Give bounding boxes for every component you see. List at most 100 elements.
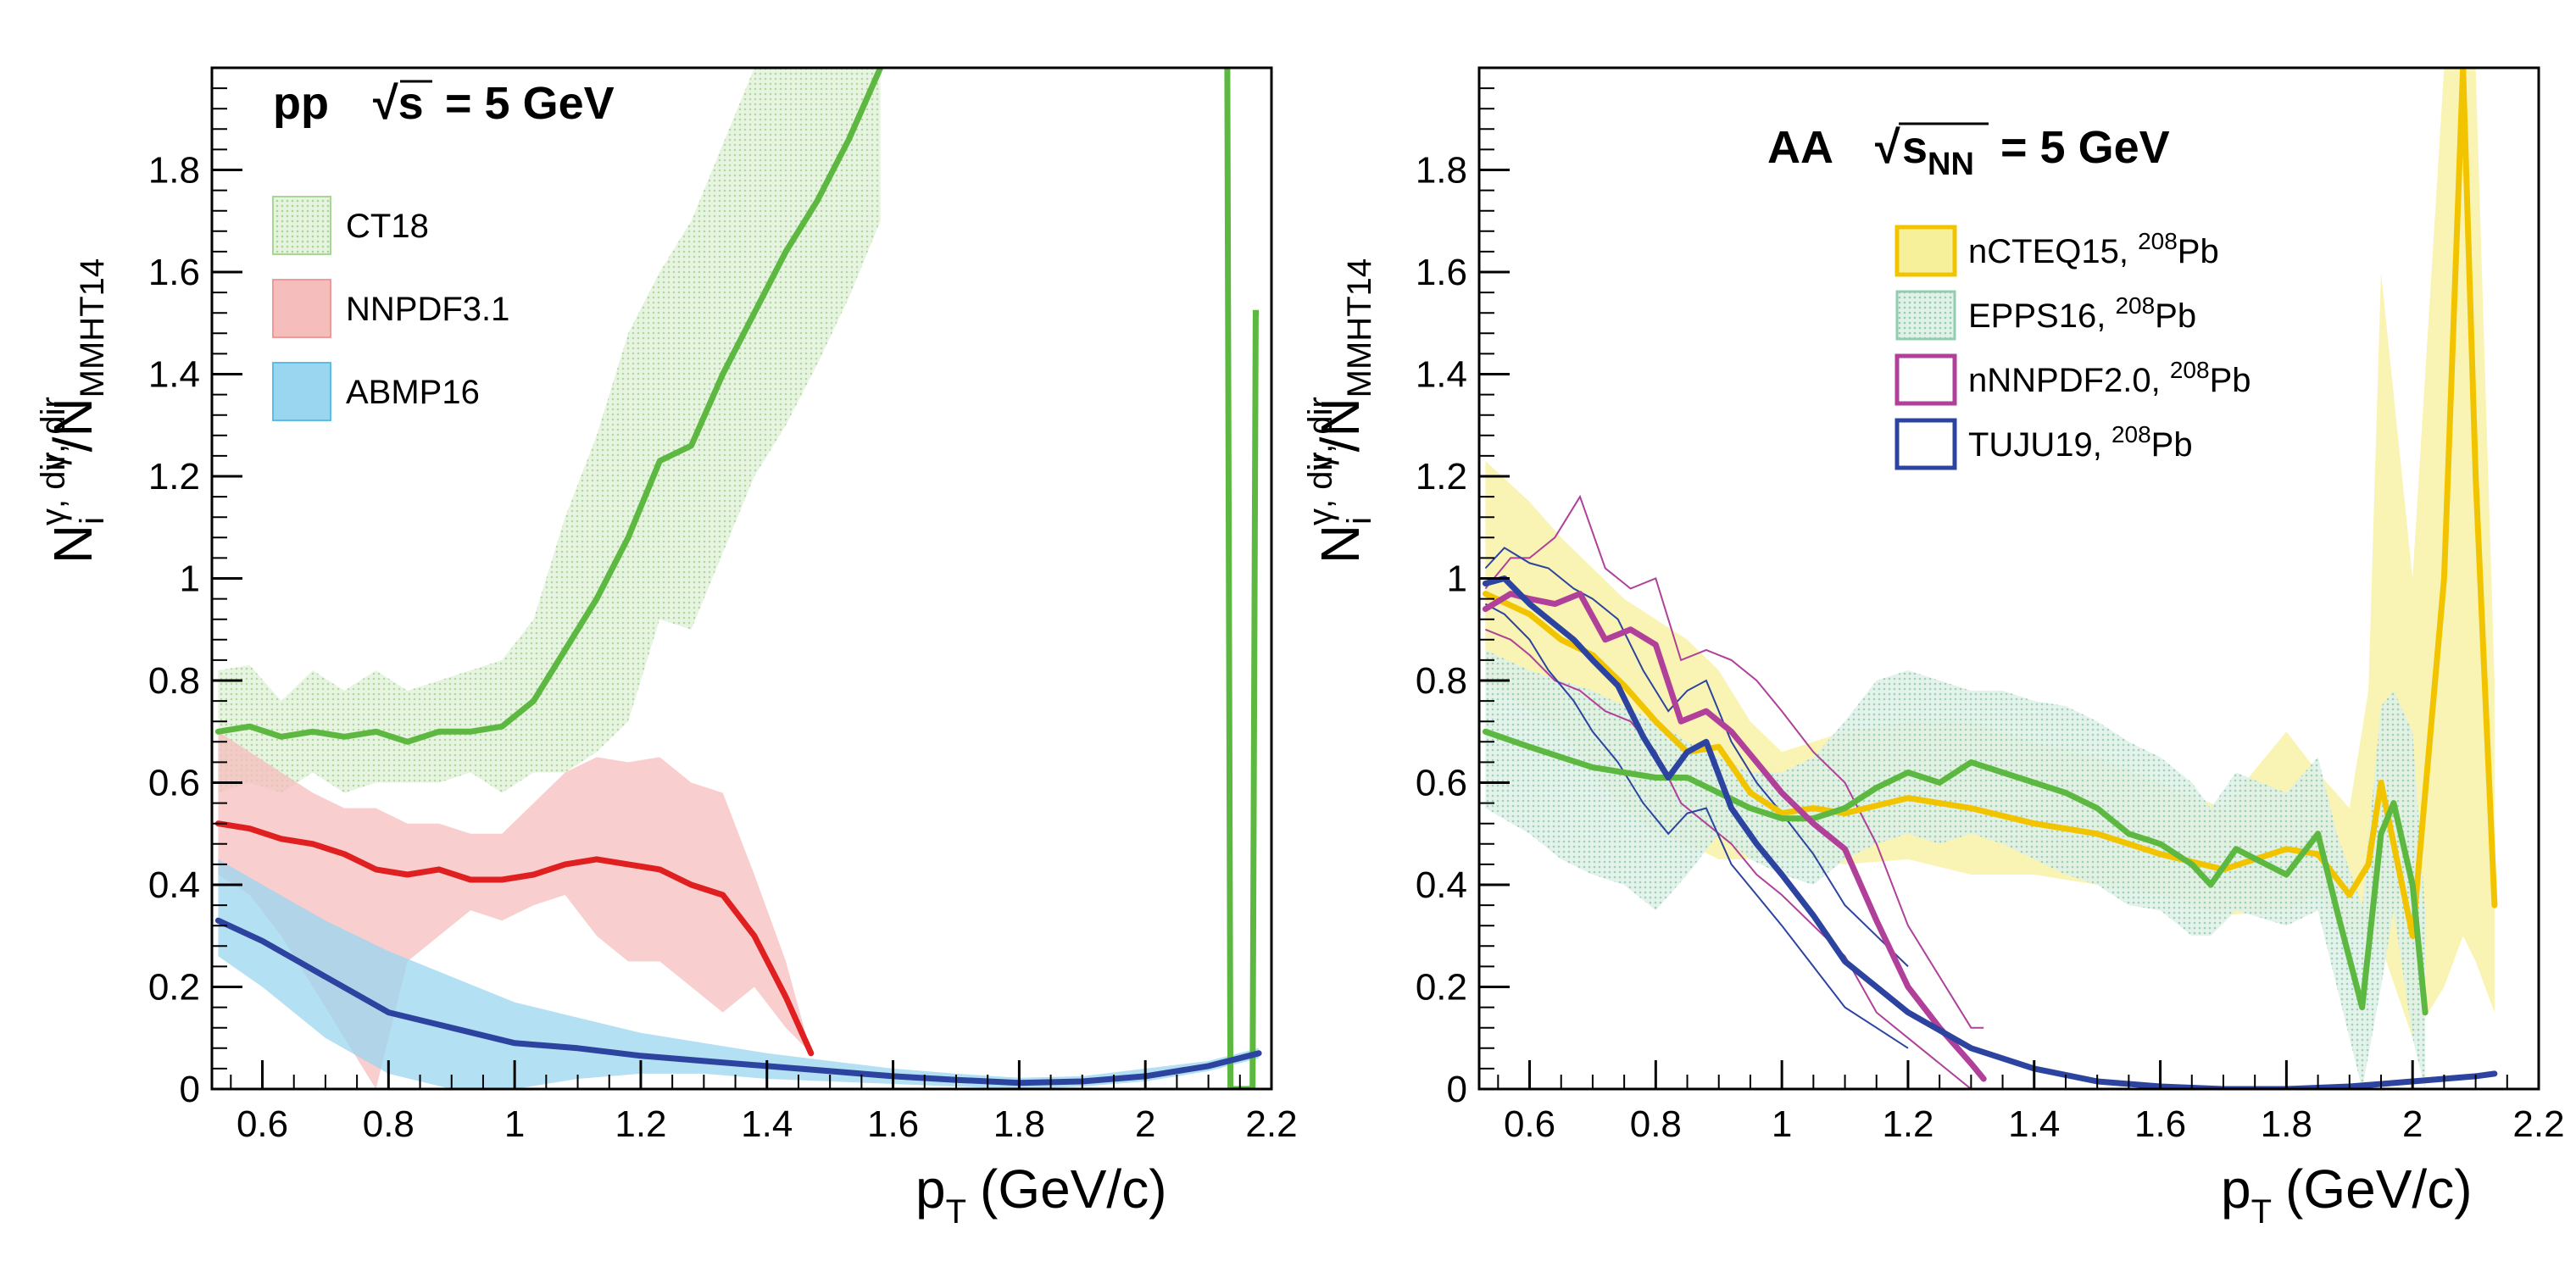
right-y-tick-label: 0.2: [1416, 967, 1467, 1009]
right-ylabel-n1: N: [1310, 525, 1371, 564]
legend-swatch-nnnpdf20: [1894, 353, 1957, 406]
left-plot-area: [214, 68, 1262, 1089]
right-ylabel-sub2: MMHT14: [1341, 258, 1378, 397]
right-x-tick-label: 2.2: [2512, 1103, 2564, 1145]
legend-swatch-ct18: [272, 196, 331, 255]
right-ylabel-sup2: γ, dir: [1302, 397, 1339, 470]
left-x-axis-title: pT (GeV/c): [915, 1159, 1167, 1231]
right-x-tick-label: 1: [1772, 1103, 1792, 1145]
left-ylabel-sub2: MMHT14: [74, 258, 111, 397]
panel-left: 0.6 0.8 1 1.2 1.4 1.6 1.8 2 2.2 0 0.2 0.4 0.6 0.8 1 1.…: [35, 66, 1298, 1231]
left-xlabel-unit: (GeV/c): [980, 1159, 1166, 1220]
left-ylabel-slash: /N: [42, 397, 103, 452]
right-y-tick-label: 1.4: [1416, 354, 1467, 396]
left-band-ct18: [218, 68, 881, 793]
left-y-ticks: 0 0.2 0.4 0.6 0.8 1 1.2 1.4 1.6 1.8: [148, 87, 242, 1110]
legend-ncteq15-sup: 208: [2138, 228, 2178, 254]
left-x-tick-label: 1.8: [993, 1103, 1045, 1145]
right-y-tick-label: 0: [1447, 1069, 1467, 1110]
right-y-tick-label: 1.6: [1416, 252, 1467, 293]
legend-tuju19-tail: Pb: [2151, 426, 2193, 464]
left-legend: CT18 NNPDF3.1 ABMP16: [272, 196, 509, 421]
right-x-tick-label: 1.4: [2008, 1103, 2060, 1145]
legend-label-ncteq15: nCTEQ15, 208Pb: [1968, 228, 2219, 270]
legend-label-abmp16: ABMP16: [346, 374, 480, 411]
legend-ncteq15-tail: Pb: [2178, 233, 2219, 270]
left-x-ticks: 0.6 0.8 1 1.2 1.4 1.6 1.8 2 2.2: [230, 1060, 1298, 1145]
right-title-energy: = 5 GeV: [2000, 122, 2170, 173]
svg-text:Niγ, dir/NMMHT14γ, dir: Niγ, dir/NMMHT14γ, dir: [35, 258, 111, 564]
left-y-tick-label: 1.4: [148, 354, 200, 396]
left-y-tick-label: 0.6: [148, 763, 200, 804]
legend-swatch-nnpdf31: [272, 279, 331, 338]
legend-label-tuju19: TUJU19, 208Pb: [1968, 421, 2193, 464]
right-line-tuju19-208pb: [1482, 575, 2498, 1089]
left-x-tick-label: 1: [504, 1103, 525, 1145]
legend-tuju19-sup: 208: [2111, 421, 2151, 447]
right-band-epps16-208pb: [1485, 649, 2426, 1089]
panel-right: 0.6 0.8 1 1.2 1.4 1.6 1.8 2 2.2 0 0.2 0.4 0.6 0.8 1 1.…: [1302, 66, 2565, 1231]
left-title-system: pp: [273, 78, 329, 129]
right-x-axis-title: pT (GeV/c): [2221, 1159, 2473, 1231]
left-title-energy: = 5 GeV: [445, 78, 615, 129]
legend-label-ct18: CT18: [346, 208, 429, 245]
left-x-tick-label: 0.8: [363, 1103, 414, 1145]
right-xlabel-main: p: [2221, 1159, 2251, 1220]
left-y-tick-label: 0.8: [148, 660, 200, 702]
right-x-tick-label: 0.8: [1630, 1103, 1682, 1145]
right-y-tick-label: 1.8: [1416, 150, 1467, 192]
legend-epps16-sup: 208: [2115, 292, 2155, 319]
left-line-tail-ct18: [1224, 68, 1260, 1089]
right-legend: nCTEQ15, 208Pb EPPS16, 208Pb nNNPDF2.0, …: [1894, 225, 2251, 470]
right-ylabel-sup1: γ, dir: [1302, 452, 1339, 525]
right-y-tick-label: 0.4: [1416, 864, 1467, 906]
left-x-tick-label: 2.2: [1245, 1103, 1297, 1145]
left-y-tick-label: 0: [180, 1069, 200, 1110]
left-ylabel-n1: N: [42, 525, 103, 564]
legend-tuju19-main: TUJU19,: [1968, 426, 2111, 464]
legend-epps16-tail: Pb: [2155, 297, 2196, 335]
right-title-s: sNN: [1902, 122, 1974, 182]
right-x-tick-label: 1.6: [2134, 1103, 2186, 1145]
right-line-ncteq15-208pb: [1482, 68, 2498, 939]
left-line-abmp16: [214, 917, 1262, 1086]
right-ylabel-slash: /N: [1310, 397, 1371, 452]
legend-nnnpdf20-tail: Pb: [2210, 362, 2251, 399]
left-ylabel-sup1: γ, dir: [35, 452, 72, 525]
right-band-lower-tuju19-208pb: [1484, 603, 1909, 1049]
right-x-ticks: 0.6 0.8 1 1.2 1.4 1.6 1.8 2 2.2: [1497, 1060, 2565, 1145]
right-title-system: AA: [1767, 122, 1833, 173]
legend-label-nnnpdf20: nNNPDF2.0, 208Pb: [1968, 357, 2251, 399]
right-band-upper-tuju19-208pb: [1484, 547, 1909, 968]
left-y-tick-label: 1: [180, 558, 200, 600]
legend-nnnpdf20-sup: 208: [2170, 357, 2210, 383]
left-ylabel-sub1: i: [74, 517, 111, 525]
left-line-nnpdf3-1: [214, 820, 815, 1057]
left-x-tick-label: 0.6: [236, 1103, 288, 1145]
right-y-tick-label: 0.8: [1416, 660, 1467, 702]
legend-label-epps16: EPPS16, 208Pb: [1968, 292, 2196, 335]
left-ylabel-sup2: γ, dir: [35, 397, 72, 470]
right-ylabel-sub1: i: [1341, 517, 1378, 525]
legend-ncteq15-main: nCTEQ15,: [1968, 233, 2138, 270]
right-title-s-sub: NN: [1928, 147, 1974, 182]
left-xlabel-main: p: [915, 1159, 946, 1220]
legend-swatch-ncteq15: [1894, 225, 1957, 277]
right-title-sqrt: √: [1875, 122, 1900, 173]
left-title-sqrt: √s: [373, 78, 424, 129]
left-y-tick-label: 1.6: [148, 252, 200, 293]
left-x-tick-label: 2: [1135, 1103, 1155, 1145]
left-xlabel-sub: T: [946, 1193, 966, 1231]
left-x-tick-label: 1.6: [867, 1103, 919, 1145]
right-xlabel-unit: (GeV/c): [2285, 1159, 2472, 1220]
left-x-tick-label: 1.2: [615, 1103, 666, 1145]
right-x-tick-label: 0.6: [1504, 1103, 1555, 1145]
svg-text:Niγ, dir/NMMHT14γ, dir: Niγ, dir/NMMHT14γ, dir: [1302, 258, 1378, 564]
right-band-upper-nnnpdf2-0-208pb: [1484, 494, 1984, 1029]
legend-swatch-epps16: [1895, 290, 1956, 341]
left-y-tick-label: 0.4: [148, 864, 200, 906]
left-y-tick-label: 1.8: [148, 150, 200, 192]
legend-swatch-tuju19: [1894, 418, 1957, 470]
right-x-tick-label: 1.2: [1882, 1103, 1933, 1145]
